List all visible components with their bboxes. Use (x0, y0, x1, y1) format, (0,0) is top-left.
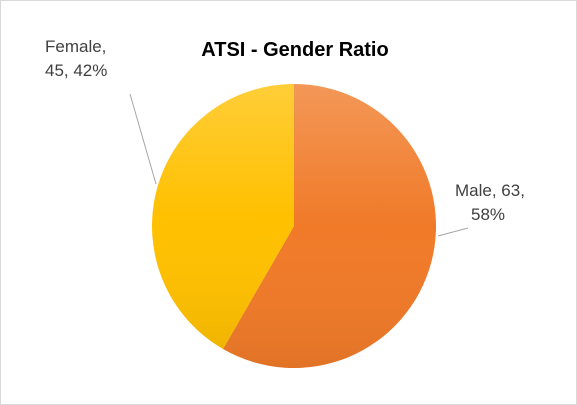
data-label: Female, 45, 42% (45, 37, 107, 80)
data-label: Male, 63, 58% (455, 181, 525, 224)
leader-line (129, 93, 157, 185)
leader-line (437, 227, 469, 237)
chart-title: ATSI - Gender Ratio (201, 39, 388, 61)
